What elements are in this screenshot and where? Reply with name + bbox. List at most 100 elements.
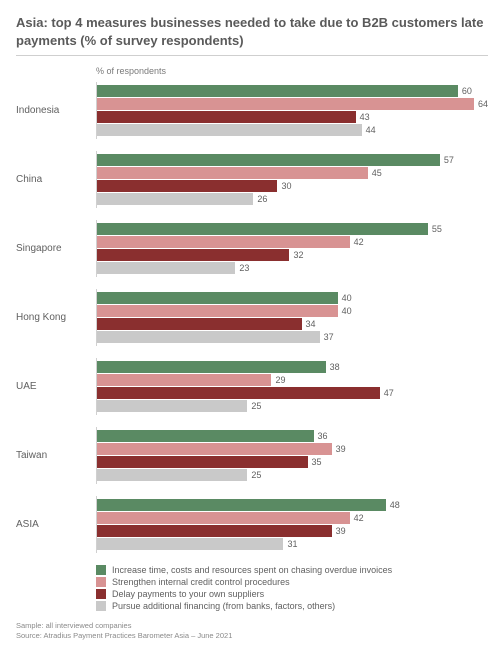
bar-group: 40 40 34 37 — [96, 289, 488, 346]
bar — [97, 361, 326, 373]
legend-label: Increase time, costs and resources spent… — [112, 565, 392, 575]
bar — [97, 236, 350, 248]
bar-value: 60 — [462, 86, 472, 96]
bar-value: 29 — [275, 375, 285, 385]
category-label: Hong Kong — [16, 312, 96, 323]
bar-value: 31 — [287, 539, 297, 549]
bar — [97, 318, 302, 330]
bar-wrap: 48 — [97, 499, 488, 511]
bar-wrap: 34 — [97, 318, 488, 330]
bar-value: 25 — [251, 401, 261, 411]
category-row: Hong Kong 40 40 34 37 — [16, 289, 488, 346]
bar — [97, 430, 314, 442]
bar-wrap: 36 — [97, 430, 488, 442]
bar-value: 64 — [478, 99, 488, 109]
bar-wrap: 39 — [97, 443, 488, 455]
legend-label: Delay payments to your own suppliers — [112, 589, 264, 599]
legend-label: Strengthen internal credit control proce… — [112, 577, 290, 587]
bar-group: 38 29 47 25 — [96, 358, 488, 415]
bar-value: 42 — [354, 237, 364, 247]
grouped-bar-chart: Indonesia60644344China57453026Singapore5… — [16, 82, 488, 553]
bar — [97, 499, 386, 511]
bar-value: 37 — [324, 332, 334, 342]
bar-wrap: 44 — [97, 124, 488, 136]
category-row: Singapore 55 42 32 23 — [16, 220, 488, 277]
bar — [97, 512, 350, 524]
category-row: ASIA 48 42 39 31 — [16, 496, 488, 553]
legend-swatch — [96, 601, 106, 611]
bar-value: 40 — [342, 306, 352, 316]
bar — [97, 154, 440, 166]
bar — [97, 167, 368, 179]
bar-group: 57 45 30 26 — [96, 151, 488, 208]
bar — [97, 85, 458, 97]
footer-sample: Sample: all interviewed companies — [16, 621, 488, 631]
bar — [97, 223, 428, 235]
bar — [97, 98, 474, 110]
bar — [97, 456, 308, 468]
legend-label: Pursue additional financing (from banks,… — [112, 601, 335, 611]
bar-wrap: 64 — [97, 98, 488, 110]
bar-group: 36 39 35 25 — [96, 427, 488, 484]
bar-value: 48 — [390, 500, 400, 510]
chart-title: Asia: top 4 measures businesses needed t… — [16, 14, 488, 56]
bar-value: 57 — [444, 155, 454, 165]
bar-wrap: 45 — [97, 167, 488, 179]
bar-value: 39 — [336, 444, 346, 454]
chart-container: Asia: top 4 measures businesses needed t… — [0, 0, 504, 651]
bar-value: 36 — [318, 431, 328, 441]
bar — [97, 469, 247, 481]
legend-swatch — [96, 565, 106, 575]
bar-value: 32 — [293, 250, 303, 260]
bar — [97, 387, 380, 399]
bar-value: 26 — [257, 194, 267, 204]
category-row: Taiwan 36 39 35 25 — [16, 427, 488, 484]
bar — [97, 538, 283, 550]
bar-value: 40 — [342, 293, 352, 303]
bar-value: 25 — [251, 470, 261, 480]
bar — [97, 374, 271, 386]
bar-wrap: 29 — [97, 374, 488, 386]
bar-value: 47 — [384, 388, 394, 398]
bar-value: 45 — [372, 168, 382, 178]
bar — [97, 111, 356, 123]
bar-wrap: 42 — [97, 236, 488, 248]
bar-wrap: 39 — [97, 525, 488, 537]
category-row: China 57 45 30 26 — [16, 151, 488, 208]
bar — [97, 180, 277, 192]
bar — [97, 331, 320, 343]
bar — [97, 400, 247, 412]
category-label: China — [16, 174, 96, 185]
bar-value: 34 — [306, 319, 316, 329]
bar-value: 38 — [330, 362, 340, 372]
bar-value: 55 — [432, 224, 442, 234]
category-label: Taiwan — [16, 450, 96, 461]
bar-group: 48 42 39 31 — [96, 496, 488, 553]
bar — [97, 305, 338, 317]
bar-wrap: 25 — [97, 469, 488, 481]
category-label: ASIA — [16, 519, 96, 530]
bar-wrap: 42 — [97, 512, 488, 524]
bar-wrap: 57 — [97, 154, 488, 166]
bar-value: 23 — [239, 263, 249, 273]
bar-wrap: 30 — [97, 180, 488, 192]
bar-value: 42 — [354, 513, 364, 523]
bar-wrap: 47 — [97, 387, 488, 399]
category-label: Singapore — [16, 243, 96, 254]
bar — [97, 292, 338, 304]
bar-wrap: 25 — [97, 400, 488, 412]
bar-wrap: 35 — [97, 456, 488, 468]
bar — [97, 443, 332, 455]
bar-wrap: 40 — [97, 292, 488, 304]
legend: Increase time, costs and resources spent… — [96, 565, 488, 611]
bar-group: 55 42 32 23 — [96, 220, 488, 277]
legend-swatch — [96, 577, 106, 587]
bar-wrap: 60 — [97, 85, 488, 97]
bar — [97, 262, 235, 274]
legend-item: Increase time, costs and resources spent… — [96, 565, 488, 575]
bar-value: 30 — [281, 181, 291, 191]
bar-wrap: 37 — [97, 331, 488, 343]
bar-wrap: 43 — [97, 111, 488, 123]
bar-value: 44 — [366, 125, 376, 135]
bar-wrap: 55 — [97, 223, 488, 235]
